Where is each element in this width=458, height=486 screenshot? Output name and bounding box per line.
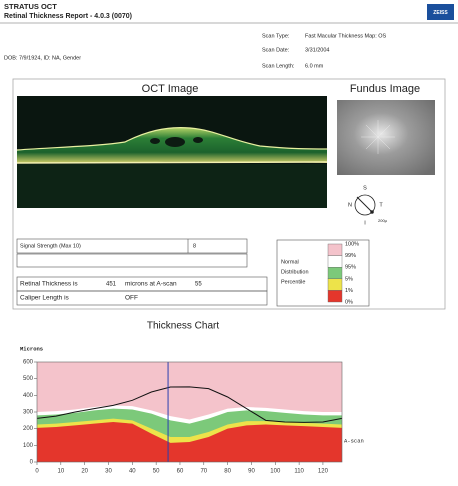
legend-title: Distribution (281, 269, 309, 275)
thickness-line (36, 386, 343, 423)
x-tick-label: 30 (105, 469, 112, 475)
legend-title: Percentile (281, 279, 305, 285)
x-tick-label: 90 (248, 469, 255, 475)
scan-label: Scan Date: (262, 47, 290, 53)
scan-value: 6.0 mm (305, 63, 324, 69)
legend-label: 100% (345, 241, 359, 247)
y-tick-label: 0 (30, 460, 34, 466)
x-tick-label: 20 (81, 469, 88, 475)
legend-label: 0% (345, 299, 353, 305)
x-axis-label: A-scan (344, 437, 364, 444)
x-tick-label: 50 (153, 469, 160, 475)
x-tick-label: 100 (270, 469, 281, 475)
legend-swatch (327, 255, 343, 268)
x-tick-label: 80 (224, 469, 231, 475)
header-title: STRATUS OCT (4, 2, 57, 11)
legend: Normal Distribution Percentile 100% 99% 95% 5%… (281, 241, 359, 305)
y-tick-label: 600 (23, 360, 34, 366)
panel-frame (12, 78, 446, 310)
scan-label: Scan Type: (262, 33, 290, 39)
caliper-value: OFF (125, 295, 138, 302)
compass-label: I (364, 220, 366, 226)
x-tick-label: 40 (129, 469, 136, 475)
x-tick-label: 110 (294, 469, 304, 475)
x-tick-label: 120 (318, 469, 329, 475)
thickness-chart: 0 100 200 300 400 500 600 0 10 20 30 40 50 60 70 80 90 10… (23, 360, 343, 475)
signal-box (16, 238, 248, 254)
legend-label: 1% (345, 288, 353, 294)
thickness-unit: microns at A-scan (125, 281, 177, 288)
logo (427, 4, 454, 20)
a-scan-value: 55 (195, 282, 202, 288)
plot-frame (36, 361, 343, 463)
chart-title: Thickness Chart (147, 321, 219, 332)
compass-scale: 200µ (378, 218, 388, 223)
legend-box (276, 239, 370, 307)
legend-swatch (327, 243, 343, 256)
legend-swatch (327, 267, 343, 280)
legend-swatch (327, 290, 343, 303)
scan-value: 3/31/2004 (305, 47, 329, 53)
patient-info: DOB: 7/9/1924, ID: NA, Gender (4, 55, 81, 61)
thickness-value: 451 (106, 282, 117, 288)
caliper-label: Caliper Length is (20, 295, 70, 302)
percentile-band (37, 422, 342, 462)
oct-title: OCT Image (142, 83, 199, 95)
thickness-label: Retinal Thickness is (20, 281, 78, 288)
scan-label: Scan Length: (262, 63, 295, 69)
empty-box (16, 253, 248, 268)
logo-text: ZEISS (433, 10, 448, 16)
signal-label: Signal Strength (Max 10) (20, 243, 81, 249)
compass-label: N (348, 202, 352, 208)
legend-label: 95% (345, 265, 356, 271)
signal-value: 8 (193, 243, 196, 249)
legend-label: 99% (345, 253, 356, 259)
compass (354, 194, 376, 216)
scan-value: Fast Macular Thickness Map: OS (305, 33, 387, 39)
x-tick-label: 0 (35, 469, 39, 475)
y-tick-label: 100 (23, 443, 34, 449)
x-tick-label: 60 (177, 469, 184, 475)
legend-title: Normal (281, 259, 299, 265)
compass-label: S (363, 185, 367, 191)
x-tick-label: 10 (57, 469, 64, 475)
x-tick-label: 70 (200, 469, 207, 475)
compass-label: T (379, 202, 383, 208)
y-tick-label: 500 (23, 376, 34, 382)
oct-image (16, 96, 328, 208)
y-tick-label: 200 (23, 426, 34, 432)
fundus-image (337, 100, 435, 175)
legend-swatch (327, 278, 343, 291)
caliper-box (16, 290, 268, 306)
y-tick-label: 300 (23, 410, 34, 416)
legend-label: 5% (345, 276, 353, 282)
fundus-title: Fundus Image (350, 83, 420, 95)
y-tick-label: 400 (23, 393, 34, 399)
header-subtitle: Retinal Thickness Report - 4.0.3 (0070) (4, 13, 132, 20)
y-axis-label: Microns (20, 345, 43, 352)
